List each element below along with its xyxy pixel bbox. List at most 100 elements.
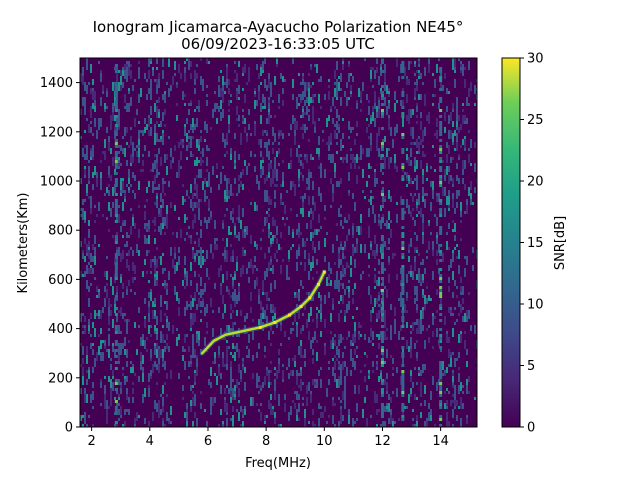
noise-cell	[362, 82, 364, 91]
vertical-line-cell	[439, 418, 443, 421]
noise-cell	[166, 322, 168, 328]
noise-cell	[458, 301, 460, 307]
noise-cell	[186, 271, 188, 277]
noise-cell	[240, 424, 242, 427]
noise-cell	[350, 355, 352, 361]
noise-cell	[282, 217, 284, 220]
noise-cell	[184, 67, 186, 73]
noise-cell	[130, 226, 132, 229]
noise-cell	[190, 361, 192, 364]
noise-cell	[236, 217, 238, 220]
noise-cell	[386, 223, 388, 229]
noise-cell	[114, 397, 116, 400]
noise-cell	[80, 415, 82, 421]
noise-cell	[392, 367, 394, 370]
noise-cell	[104, 298, 106, 307]
noise-cell	[420, 73, 422, 79]
vertical-line-cell	[380, 220, 384, 223]
noise-cell	[220, 178, 222, 184]
noise-cell	[334, 340, 336, 346]
noise-cell	[214, 361, 216, 364]
noise-cell	[154, 331, 156, 334]
noise-cell	[178, 142, 180, 148]
noise-cell	[206, 196, 208, 199]
noise-cell	[304, 304, 306, 310]
noise-cell	[84, 199, 86, 202]
noise-cell	[222, 97, 224, 103]
noise-cell	[234, 235, 236, 238]
noise-cell	[280, 184, 282, 187]
noise-cell	[358, 385, 360, 394]
noise-cell	[92, 349, 94, 355]
vertical-line-cell	[401, 274, 405, 277]
noise-cell	[410, 127, 412, 136]
noise-cell	[192, 202, 194, 211]
noise-cell	[450, 400, 452, 403]
noise-cell	[144, 340, 146, 349]
noise-cell	[422, 313, 424, 316]
noise-cell	[418, 196, 420, 205]
noise-cell	[108, 175, 110, 178]
noise-cell	[188, 346, 190, 352]
vertical-line-cell	[439, 67, 443, 70]
noise-cell	[108, 349, 110, 358]
noise-cell	[106, 409, 108, 418]
noise-cell	[276, 64, 278, 67]
noise-cell	[340, 145, 342, 151]
noise-cell	[274, 307, 276, 316]
noise-cell	[208, 379, 210, 385]
noise-cell	[372, 361, 374, 367]
noise-cell	[416, 151, 418, 154]
noise-cell	[384, 361, 386, 364]
noise-cell	[158, 79, 160, 88]
noise-cell	[210, 382, 212, 388]
noise-cell	[294, 130, 296, 139]
noise-cell	[268, 163, 270, 172]
vertical-line-cell	[380, 331, 384, 334]
noise-cell	[154, 238, 156, 244]
noise-cell	[238, 400, 240, 403]
noise-cell	[420, 316, 422, 319]
vertical-line-cell	[114, 115, 118, 118]
noise-cell	[282, 172, 284, 181]
trace-point	[299, 304, 303, 308]
noise-cell	[436, 289, 438, 295]
vertical-line-cell	[439, 79, 443, 82]
noise-cell	[406, 340, 408, 349]
noise-cell	[332, 298, 334, 307]
noise-cell	[370, 79, 372, 82]
noise-cell	[316, 319, 318, 328]
noise-cell	[114, 127, 116, 130]
noise-cell	[176, 232, 178, 238]
noise-cell	[388, 418, 390, 424]
noise-cell	[160, 193, 162, 202]
vertical-line-cell	[439, 109, 443, 112]
vertical-line-cell	[439, 184, 443, 187]
noise-cell	[168, 322, 170, 331]
noise-cell	[300, 196, 302, 199]
noise-cell	[222, 76, 224, 85]
vertical-line-cell	[401, 106, 405, 109]
noise-cell	[234, 352, 236, 355]
noise-cell	[394, 91, 396, 100]
noise-cell	[454, 307, 456, 310]
noise-cell	[294, 355, 296, 364]
noise-cell	[362, 190, 364, 193]
noise-cell	[154, 361, 156, 367]
noise-cell	[456, 163, 458, 169]
noise-cell	[436, 130, 438, 139]
vertical-line-cell	[380, 127, 384, 130]
noise-cell	[312, 196, 314, 205]
noise-cell	[140, 130, 142, 133]
noise-cell	[370, 244, 372, 247]
noise-cell	[90, 64, 92, 73]
noise-cell	[198, 202, 200, 208]
noise-cell	[126, 103, 128, 112]
noise-cell	[174, 286, 176, 295]
noise-cell	[112, 346, 114, 352]
noise-cell	[148, 88, 150, 94]
noise-cell	[182, 346, 184, 352]
noise-cell	[320, 379, 322, 388]
vertical-line-cell	[401, 304, 405, 307]
noise-cell	[156, 259, 158, 268]
